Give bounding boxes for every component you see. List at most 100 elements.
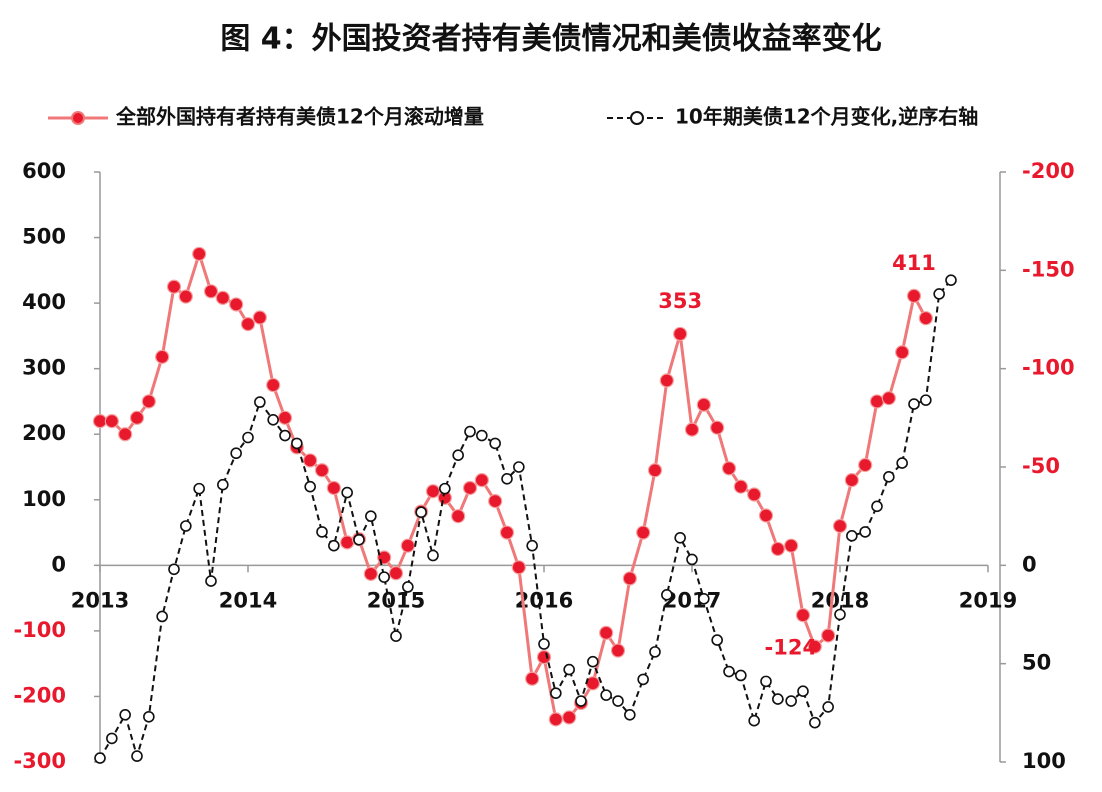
point xyxy=(328,539,340,552)
point xyxy=(104,414,119,429)
point xyxy=(266,377,281,393)
y-tick-label: 200 xyxy=(22,421,66,445)
y2-tick-label: 100 xyxy=(1022,749,1066,773)
point xyxy=(166,279,182,294)
point xyxy=(686,553,698,566)
point xyxy=(513,461,525,473)
point xyxy=(388,566,404,581)
data-label: 353 xyxy=(658,289,702,313)
point xyxy=(363,566,378,581)
point xyxy=(883,471,895,483)
point xyxy=(474,473,489,488)
point xyxy=(402,581,414,593)
point xyxy=(452,449,464,462)
point xyxy=(918,311,933,326)
point xyxy=(710,420,725,435)
y-tick-label: -300 xyxy=(13,749,66,773)
point xyxy=(587,655,599,668)
point xyxy=(784,538,799,553)
point xyxy=(119,708,131,721)
point xyxy=(785,695,797,707)
point xyxy=(834,608,846,621)
point xyxy=(240,316,256,332)
point xyxy=(832,518,848,534)
point xyxy=(141,394,156,409)
point xyxy=(353,533,365,546)
point xyxy=(156,610,168,623)
point xyxy=(807,639,822,654)
point xyxy=(536,650,552,665)
point xyxy=(464,425,476,438)
point xyxy=(721,461,737,476)
point xyxy=(550,687,562,699)
point xyxy=(920,394,932,406)
point xyxy=(427,549,439,562)
point xyxy=(425,484,441,499)
x-tick-label: 2014 xyxy=(219,588,277,612)
point xyxy=(168,563,180,576)
point xyxy=(760,675,772,688)
point xyxy=(809,716,821,729)
point xyxy=(291,437,303,450)
y2-tick-label: -200 xyxy=(1022,159,1075,183)
point xyxy=(871,500,883,513)
point xyxy=(94,752,106,764)
point xyxy=(908,398,920,410)
point xyxy=(858,457,873,473)
point xyxy=(758,508,774,523)
point xyxy=(230,447,242,460)
point xyxy=(92,414,108,429)
point xyxy=(859,526,871,538)
point xyxy=(548,712,563,727)
point xyxy=(659,373,674,388)
y2-tick-label: -150 xyxy=(1022,257,1075,281)
y2-tick-label: 50 xyxy=(1022,651,1051,675)
point xyxy=(563,663,575,676)
y-tick-label: 500 xyxy=(22,225,66,249)
point xyxy=(637,673,649,686)
point xyxy=(252,310,267,325)
point xyxy=(326,480,341,496)
y-tick-label: -200 xyxy=(13,683,66,707)
point xyxy=(365,510,377,522)
point xyxy=(599,625,614,640)
point xyxy=(340,535,355,550)
point xyxy=(155,349,170,364)
point xyxy=(821,628,836,643)
point xyxy=(795,608,811,623)
y2-tick-label: -100 xyxy=(1022,356,1075,380)
point xyxy=(193,482,205,495)
point xyxy=(723,665,735,678)
point xyxy=(622,571,637,586)
point xyxy=(378,571,390,583)
point xyxy=(203,284,219,299)
point xyxy=(526,539,538,552)
point xyxy=(390,630,402,642)
point xyxy=(217,478,229,491)
point xyxy=(267,413,279,426)
chart-title: 图 4：外国投资者持有美债情况和美债收益率变化 xyxy=(220,22,881,57)
point xyxy=(562,710,577,725)
point xyxy=(314,463,330,478)
point xyxy=(143,710,155,723)
point xyxy=(439,482,451,495)
point xyxy=(476,429,488,442)
point xyxy=(279,429,291,442)
point xyxy=(129,410,145,425)
data-label: 411 xyxy=(892,251,936,275)
point xyxy=(624,708,636,721)
point xyxy=(304,480,316,493)
point xyxy=(499,525,515,540)
y-tick-label: 300 xyxy=(22,356,66,380)
y-tick-label: 600 xyxy=(22,159,66,183)
point xyxy=(575,695,587,707)
point xyxy=(538,638,550,650)
x-tick-label: 2015 xyxy=(367,588,425,612)
point xyxy=(489,437,501,450)
point xyxy=(229,297,244,312)
point xyxy=(896,457,908,469)
point xyxy=(684,422,700,437)
point xyxy=(525,671,540,686)
point xyxy=(735,669,747,682)
